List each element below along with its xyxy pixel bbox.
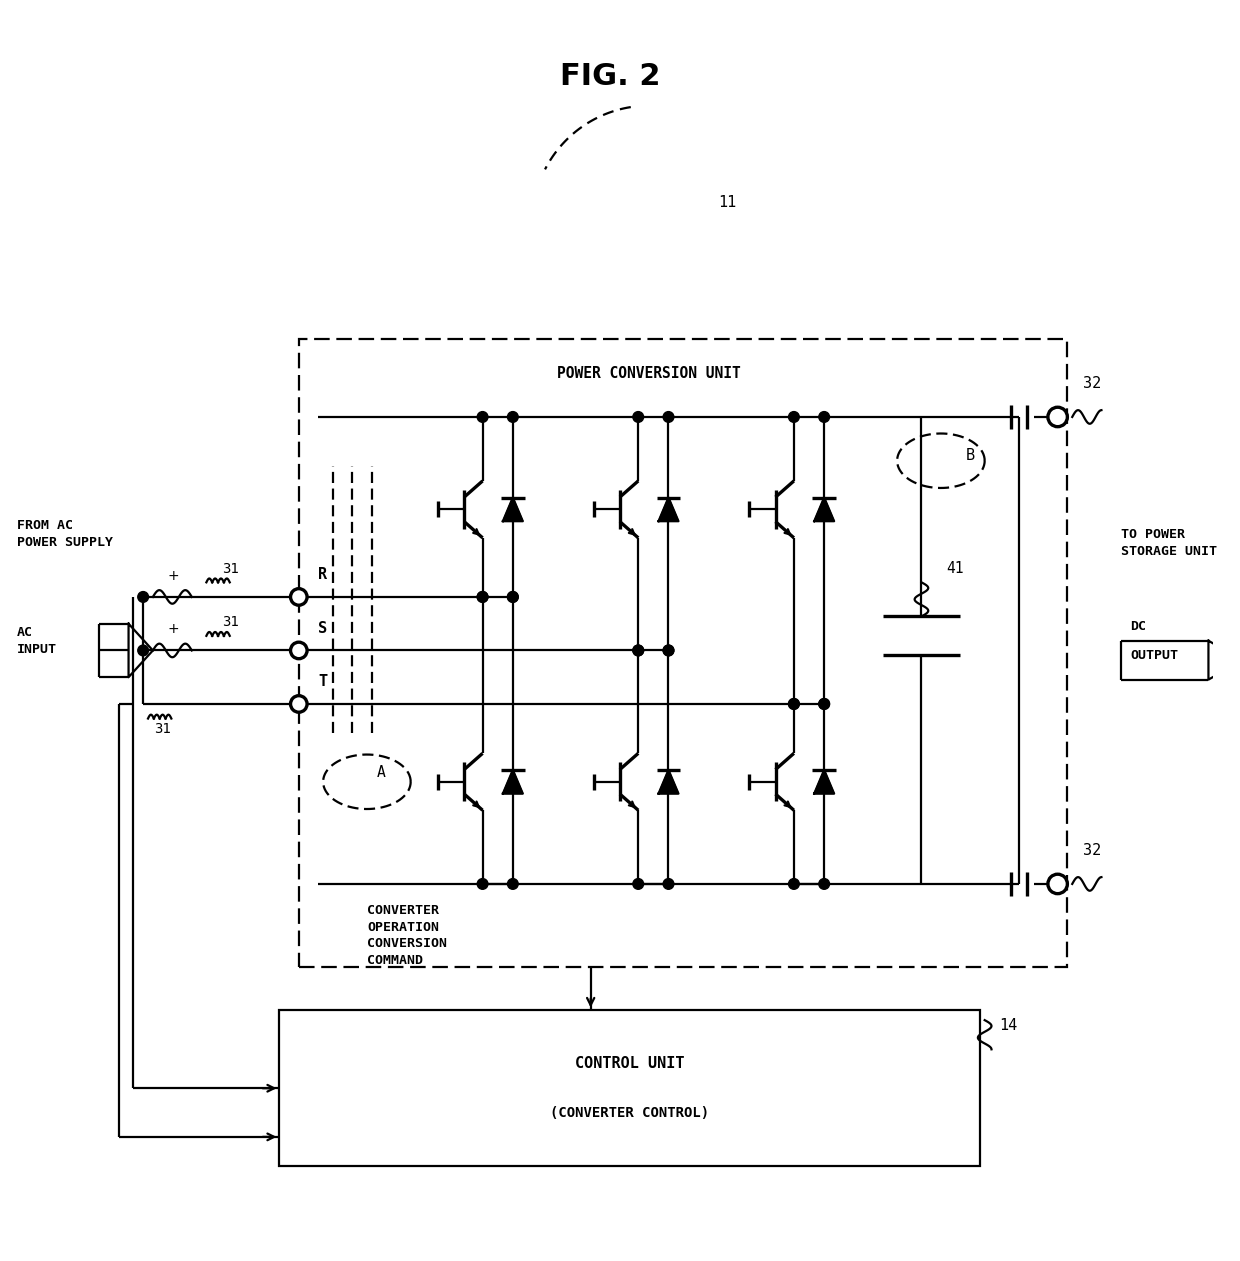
Circle shape (1048, 874, 1068, 894)
Text: S: S (319, 620, 327, 636)
Circle shape (507, 591, 518, 603)
Text: AC
INPUT: AC INPUT (16, 625, 57, 656)
Text: R: R (319, 567, 327, 583)
Circle shape (507, 879, 518, 889)
Circle shape (789, 879, 800, 889)
Polygon shape (658, 498, 678, 521)
Circle shape (818, 879, 830, 889)
Circle shape (1048, 407, 1068, 426)
Circle shape (138, 646, 149, 656)
Circle shape (138, 591, 149, 603)
Circle shape (477, 591, 487, 603)
Polygon shape (815, 498, 835, 521)
Text: 41: 41 (946, 561, 963, 575)
Circle shape (663, 646, 673, 656)
Text: +: + (167, 622, 179, 636)
Polygon shape (503, 770, 523, 793)
Text: B: B (966, 449, 975, 463)
Circle shape (632, 411, 644, 422)
Circle shape (632, 646, 644, 656)
Circle shape (507, 591, 518, 603)
Circle shape (663, 879, 673, 889)
Text: A: A (377, 764, 386, 779)
Polygon shape (503, 498, 523, 521)
Text: POWER CONVERSION UNIT: POWER CONVERSION UNIT (557, 366, 742, 381)
Text: (CONVERTER CONTROL): (CONVERTER CONTROL) (551, 1106, 709, 1120)
Circle shape (789, 411, 800, 422)
Text: 11: 11 (718, 195, 737, 211)
Bar (299, 339, 1068, 967)
Polygon shape (815, 770, 835, 793)
Text: FROM AC
POWER SUPPLY: FROM AC POWER SUPPLY (16, 518, 113, 549)
Circle shape (477, 411, 487, 422)
Circle shape (507, 411, 518, 422)
Circle shape (477, 591, 487, 603)
Circle shape (290, 696, 308, 712)
Circle shape (477, 879, 487, 889)
Text: CONTROL UNIT: CONTROL UNIT (575, 1057, 684, 1072)
Circle shape (632, 879, 644, 889)
Circle shape (818, 699, 830, 709)
Text: 31: 31 (222, 561, 239, 575)
Text: CONVERTER
OPERATION
CONVERSION
COMMAND: CONVERTER OPERATION CONVERSION COMMAND (367, 904, 446, 967)
Circle shape (818, 411, 830, 422)
Circle shape (789, 699, 800, 709)
Text: 31: 31 (154, 723, 171, 736)
Polygon shape (658, 770, 678, 793)
Circle shape (818, 699, 830, 709)
Text: 14: 14 (999, 1018, 1018, 1033)
Text: 32: 32 (1083, 376, 1101, 391)
Circle shape (632, 646, 644, 656)
Bar (279, 1010, 980, 1166)
Circle shape (663, 646, 673, 656)
Text: 31: 31 (222, 615, 239, 629)
Text: +: + (167, 569, 179, 583)
Circle shape (789, 699, 800, 709)
Circle shape (290, 642, 308, 658)
Circle shape (290, 589, 308, 605)
Text: 32: 32 (1083, 842, 1101, 857)
Text: FIG. 2: FIG. 2 (560, 62, 661, 91)
Text: OUTPUT: OUTPUT (1131, 649, 1178, 662)
Text: DC: DC (1131, 619, 1147, 633)
Text: T: T (319, 675, 327, 690)
Text: TO POWER
STORAGE UNIT: TO POWER STORAGE UNIT (1121, 528, 1216, 559)
Circle shape (663, 411, 673, 422)
